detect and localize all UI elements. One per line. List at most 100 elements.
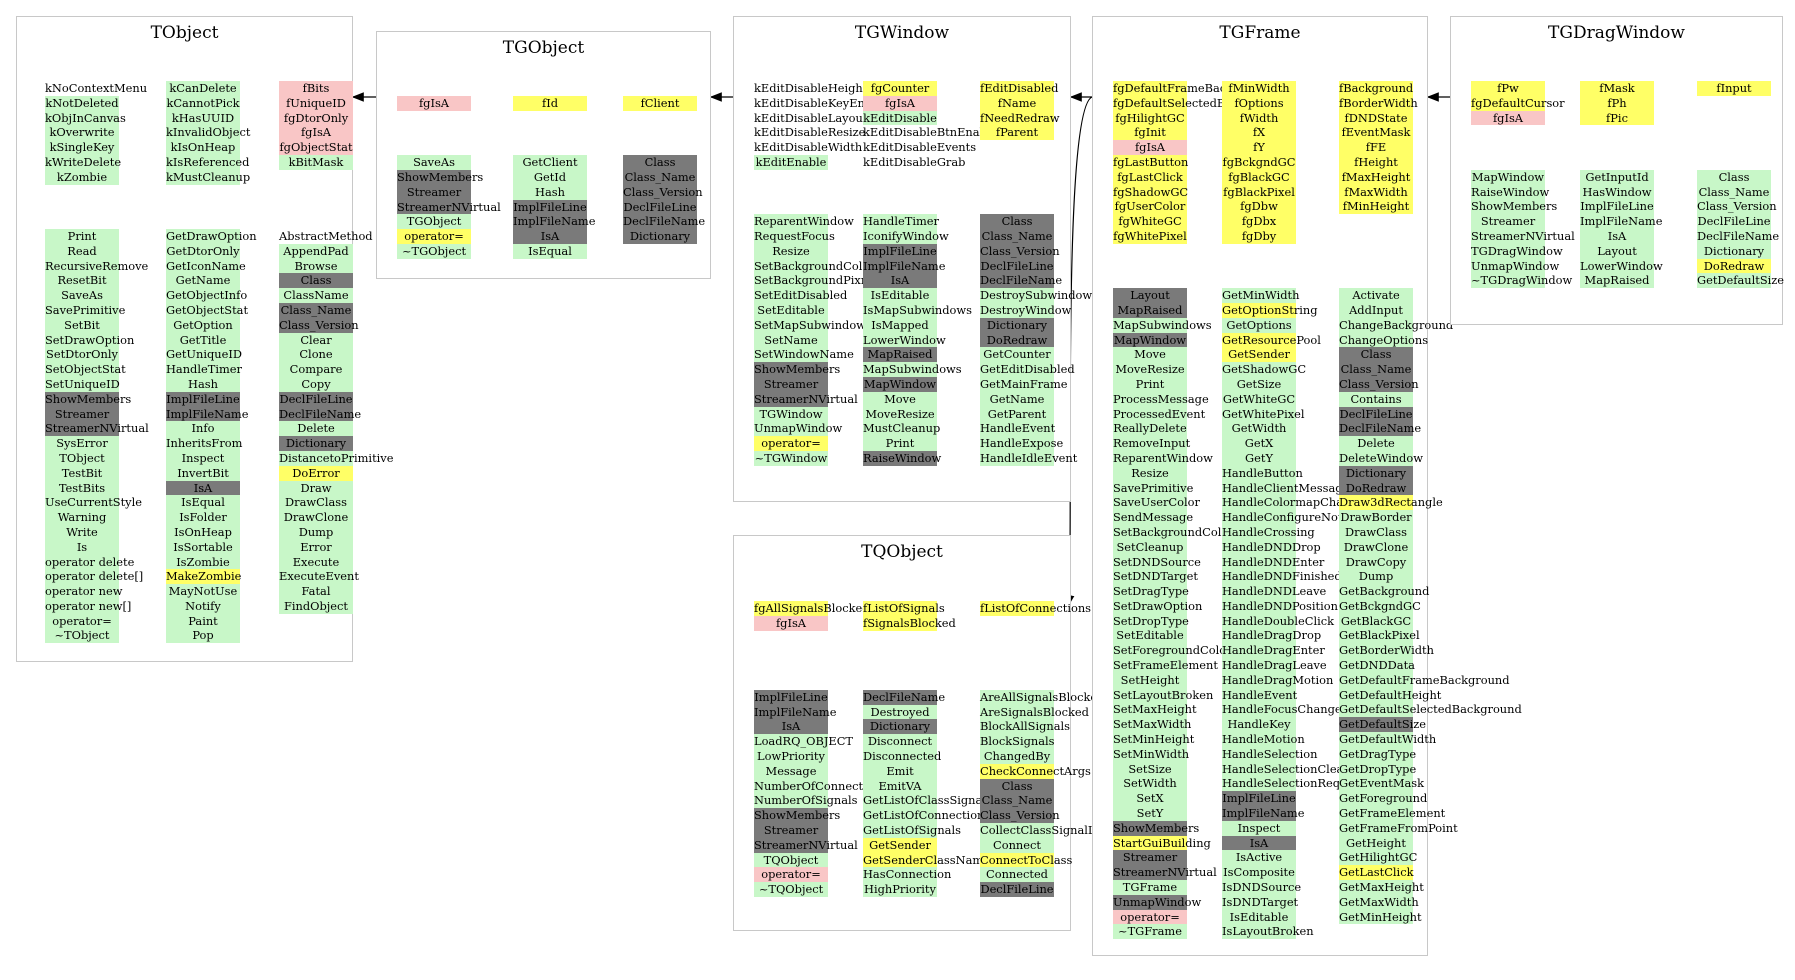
member-item: DrawCopy	[1339, 554, 1413, 570]
member-spacer	[1339, 244, 1413, 259]
member-item: Hash	[513, 184, 587, 200]
member-item: SetEditable	[1113, 628, 1187, 644]
member-item: fOptions	[1222, 95, 1296, 111]
member-item: Move	[1113, 347, 1187, 363]
member-item: fgDtorOnly	[279, 110, 353, 126]
member-item: Copy	[279, 376, 353, 392]
member-spacer	[980, 199, 1054, 214]
member-item: ResetBit	[45, 273, 119, 289]
member-item: ClassName	[279, 288, 353, 303]
member-item: SetDNDTarget	[1113, 569, 1198, 585]
member-column: fBackground fBorderWidth fDNDState fEventMa…	[1339, 81, 1522, 925]
member-item: StreamerNVirtual	[754, 837, 858, 853]
member-item: IsA	[1580, 228, 1654, 244]
member-column: fClient Class Class_Name Class_Version DeclF…	[623, 96, 705, 244]
member-item: SetY	[1113, 806, 1187, 821]
member-item: GetResourcePool	[1222, 332, 1321, 348]
member-item: ChangeBackground	[1339, 317, 1454, 333]
member-item: Inspect	[166, 450, 240, 466]
member-item: SendMessage	[1113, 510, 1194, 525]
member-item: GetDefaultHeight	[1339, 687, 1442, 703]
member-item: DeclFileName	[279, 406, 362, 422]
member-item: DistancetoPrimitive	[279, 450, 394, 466]
member-item: Class	[980, 214, 1054, 229]
member-item: Error	[279, 539, 353, 555]
member-item: Resize	[754, 243, 828, 259]
member-item: GetFrameElement	[1339, 806, 1446, 821]
member-item: ~TGObject	[397, 243, 471, 259]
member-item: operator=	[754, 436, 828, 451]
member-item: kNoContextMenu	[45, 81, 148, 95]
member-item: fMaxWidth	[1339, 184, 1413, 200]
member-item: ReparentWindow	[1113, 450, 1213, 466]
member-item: Class	[1339, 347, 1413, 363]
class-title: TGObject	[502, 38, 585, 58]
member-item: HandleFocusChange	[1222, 702, 1342, 718]
member-item: HandleTimer	[863, 214, 939, 229]
member-item: SetCleanup	[1113, 539, 1187, 555]
member-item: kIsOnHeap	[166, 140, 240, 155]
member-item: GetDragType	[1339, 746, 1417, 762]
member-item: IsA	[863, 273, 937, 289]
member-item: Inspect	[1222, 820, 1296, 836]
member-item: UseCurrentStyle	[45, 495, 142, 511]
member-item: Notify	[166, 598, 240, 614]
member-item: TObject	[45, 450, 119, 466]
member-item: Streamer	[1471, 214, 1545, 229]
member-item: Connected	[980, 867, 1054, 883]
member-spacer	[397, 126, 471, 141]
member-item: FindObject	[279, 598, 353, 614]
member-item: HandleKey	[1222, 717, 1296, 733]
member-item: Streamer	[754, 376, 828, 392]
member-item: MapWindow	[1113, 332, 1187, 348]
member-item: fHeight	[1339, 154, 1413, 170]
member-item: Clone	[279, 347, 353, 363]
class-box-tgwindow: TGWindow kEditDisableHeight kEditDisableK…	[733, 16, 1098, 502]
member-item: Dump	[279, 524, 353, 540]
member-item: MapWindow	[863, 376, 937, 392]
member-item: DeclFileName	[1339, 421, 1422, 437]
member-spacer	[1222, 273, 1296, 288]
member-spacer	[1113, 259, 1187, 274]
member-item: Draw	[279, 480, 353, 496]
member-item: Disconnect	[863, 734, 937, 749]
member-item: SetBackgroundColor	[1113, 524, 1234, 540]
member-item: fgDby	[1222, 228, 1296, 244]
member-item: DestroyWindow	[980, 302, 1072, 318]
member-item: MustCleanup	[863, 421, 941, 437]
member-item: SetMinHeight	[1113, 732, 1195, 747]
member-item: HandleDragDrop	[1222, 628, 1322, 644]
member-spacer	[1471, 140, 1545, 155]
member-item: Print	[1113, 376, 1187, 392]
member-item: GetLastClick	[1339, 865, 1414, 881]
member-item: HandleSelectionRequest	[1222, 776, 1365, 792]
member-item: operator delete	[45, 554, 135, 570]
member-item: GetWhitePixel	[1222, 406, 1305, 422]
member-column: kCanDelete kCannotPick kHasUUID kInvalidObj…	[166, 81, 257, 644]
member-item: GetName	[980, 391, 1054, 407]
member-item: DeclFileLine	[279, 391, 353, 407]
member-item: GetOptions	[1222, 317, 1296, 333]
member-item: GetListOfClassSignals	[863, 793, 992, 809]
member-item: SetDrawOption	[45, 332, 135, 348]
member-item: fParent	[980, 125, 1054, 141]
member-item: LowerWindow	[863, 332, 946, 348]
member-item: InvertBit	[166, 465, 240, 481]
member-item: HandleSelection	[1222, 746, 1318, 762]
member-item: IsMapSubwindows	[863, 302, 972, 318]
member-spacer	[1339, 229, 1413, 244]
member-item: GetCounter	[980, 347, 1054, 363]
member-item: fBackground	[1339, 81, 1414, 96]
member-item: Dictionary	[279, 436, 353, 451]
member-item: fgIsA	[754, 615, 828, 631]
class-box-tgframe: TGFrame fgDefaultFrameBackground fgDefaul…	[1092, 16, 1522, 956]
member-item: IconifyWindow	[863, 228, 949, 244]
member-item: ShowMembers	[754, 362, 841, 377]
member-item: fNeedRedraw	[980, 110, 1060, 126]
member-item: Class	[1697, 169, 1771, 185]
member-item: fId	[513, 96, 587, 111]
member-item: GetParent	[980, 406, 1054, 422]
member-spacer	[863, 170, 937, 185]
member-item: DeclFileLine	[1339, 406, 1413, 422]
member-item: HasWindow	[1580, 184, 1654, 200]
